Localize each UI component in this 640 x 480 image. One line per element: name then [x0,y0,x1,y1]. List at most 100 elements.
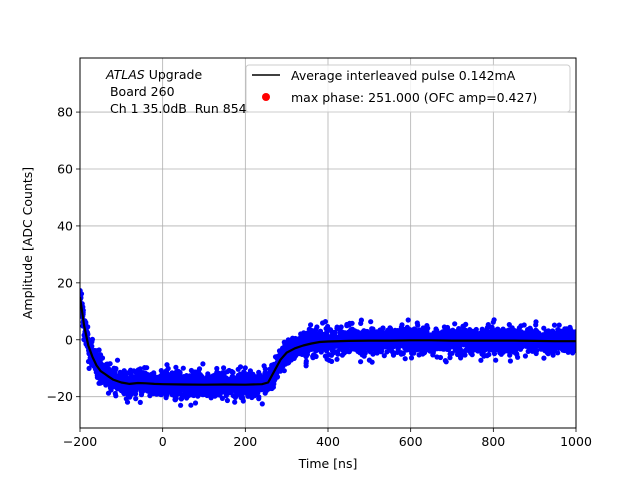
scatter-point [398,351,404,357]
scatter-point [555,350,561,356]
annotation-atlas: ATLAS [105,67,145,82]
scatter-point [304,330,310,336]
scatter-point [507,358,513,364]
x-tick-label: −200 [63,434,97,449]
scatter-point [541,355,547,361]
scatter-point [424,323,430,329]
scatter-point [368,319,374,325]
scatter-point [493,357,499,363]
y-axis: −20 0 20 40 60 80 [47,105,80,404]
scatter-point [313,353,319,360]
y-tick-label: 60 [57,162,73,177]
y-tick-label: 20 [57,275,73,290]
x-tick-label: 1000 [560,434,592,449]
scatter-point [369,359,375,365]
scatter-point [247,368,253,374]
scatter-point [473,326,479,333]
scatter-point [89,339,95,345]
scatter-point [188,402,194,408]
scatter-point [550,352,556,358]
scatter-point [462,352,468,358]
scatter-point [326,357,332,363]
scatter-point [408,355,415,361]
annotation-board: Board 260 [106,84,175,99]
x-tick-label: 600 [399,434,423,449]
scatter-point [341,350,347,356]
x-axis: −200 0 200 400 600 800 1000 [63,428,592,449]
scatter-point [443,359,449,365]
scatter-point [518,323,524,329]
scatter-point [335,351,341,357]
scatter-point [221,365,227,371]
scatter-point [298,331,304,337]
scatter-point [214,365,220,372]
scatter-point [334,356,340,362]
scatter-point [180,365,186,371]
average-pulse-line [80,296,576,386]
scatter-point [562,326,568,332]
scatter-point [200,361,206,367]
scatter-point [96,347,102,353]
legend: Average interleaved pulse 0.142mA max ph… [245,64,571,113]
scatter-point [444,324,451,331]
scatter-point [256,394,262,400]
scatter-point [317,328,324,334]
scatter-point [390,352,397,358]
scatter-point [556,322,562,328]
legend-entry-average-pulse: Average interleaved pulse 0.142mA [291,68,516,83]
scatter-point [224,397,230,404]
annotation: ATLAS Upgrade Board 260 Ch 1 35.0dB Run … [105,67,247,116]
x-tick-label: 400 [316,434,340,449]
scatter-point [85,324,91,330]
scatter-point [196,366,203,372]
scatter-point [135,367,141,373]
scatter-point [107,361,113,367]
legend-entry-max-phase: max phase: 251.000 (OFC amp=0.427) [291,90,537,105]
scatter-point [113,393,119,399]
x-axis-label: Time [ns] [298,456,358,471]
scatter-point [259,401,265,407]
scatter-point [338,324,344,330]
scatter-point [456,326,462,332]
scatter-point [325,323,331,330]
scatter-point [414,320,420,326]
scatter-point [306,326,312,332]
scatter-point [331,348,337,354]
scatter-point [374,350,380,356]
scatter-point [507,352,513,358]
scatter-point [208,395,214,401]
scatter-point [89,343,95,349]
scatter-point [240,398,246,404]
scatter-point [133,391,139,397]
scatter-point [142,365,148,371]
scatter-point [573,343,576,349]
scatter-point [271,381,277,387]
svg-text:ATLAS Upgrade: ATLAS Upgrade [105,67,202,82]
x-tick-label: 800 [481,434,505,449]
scatter-point [381,353,387,359]
y-tick-label: −20 [47,389,73,404]
scatter-point [551,322,558,328]
scatter-point [399,322,405,328]
scatter-point [86,365,92,371]
scatter-point [163,395,169,401]
scatter-point [402,356,408,362]
scatter-point [97,352,104,358]
scatter-point [281,368,287,374]
scatter-point [242,365,248,371]
scatter-point [137,399,143,405]
y-tick-label: 40 [57,218,73,233]
scatter-point [123,396,129,402]
scatter-point [541,325,547,331]
scatter-point [478,357,484,363]
scatter-point [303,358,309,364]
scatter-point [489,324,495,330]
scatter-point [358,320,364,326]
scatter-point [178,402,184,408]
scatter-point [573,332,576,338]
scatter-point [469,352,475,358]
scatter-point [387,325,393,331]
scatter-point [491,351,498,357]
scatter-point [380,325,386,331]
scatter-point [460,323,466,329]
